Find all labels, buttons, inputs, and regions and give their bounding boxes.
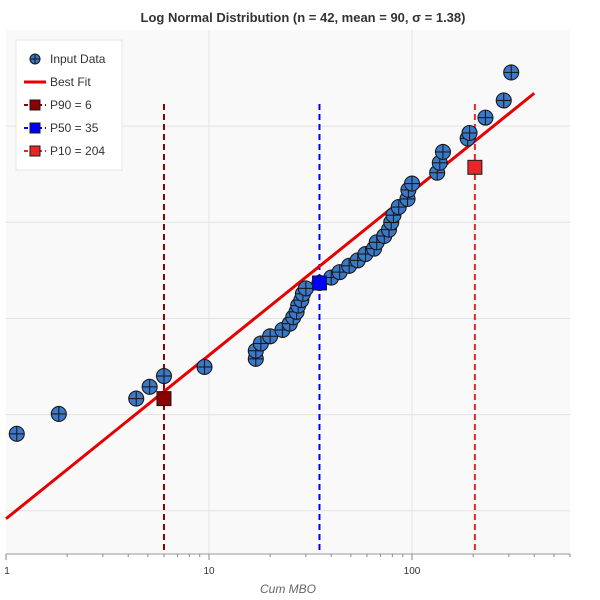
data-point	[503, 64, 520, 81]
marker-p50	[311, 275, 327, 291]
chart-title: Log Normal Distribution (n = 42, mean = …	[141, 10, 466, 25]
legend-square	[29, 99, 41, 111]
legend: Input Data Best Fit P90 = 6 P50 = 35 P10…	[15, 39, 123, 171]
legend-label-p90: P90 = 6	[50, 98, 92, 112]
data-point	[262, 328, 279, 345]
x-tick-labels: 1 10 100	[4, 566, 421, 577]
legend-label-input-data: Input Data	[50, 52, 106, 66]
legend-item-p50: P50 = 35	[24, 121, 99, 135]
legend-label-p50: P50 = 35	[50, 121, 99, 135]
legend-symbol-p10	[24, 145, 46, 157]
data-point	[128, 390, 145, 407]
legend-square	[29, 145, 41, 157]
percentile-markers	[156, 159, 483, 407]
legend-label-p10: P10 = 204	[50, 144, 105, 158]
input-data-points	[8, 64, 520, 442]
marker-p90	[156, 391, 172, 407]
data-point	[155, 367, 173, 385]
data-point	[461, 124, 478, 142]
data-point	[196, 358, 213, 376]
legend-label-best-fit: Best Fit	[50, 75, 91, 89]
data-point	[403, 175, 421, 192]
legend-item-p10: P10 = 204	[24, 144, 105, 158]
x-axis-label: Cum MBO	[260, 582, 316, 596]
data-point	[8, 425, 25, 442]
data-point	[434, 143, 451, 161]
x-tick-label: 1	[4, 566, 10, 577]
legend-symbol-p90	[24, 99, 46, 111]
data-point	[50, 405, 67, 423]
legend-square	[29, 122, 41, 134]
legend-item-input-data: Input Data	[29, 52, 106, 66]
legend-item-best-fit: Best Fit	[24, 75, 91, 89]
data-point	[495, 92, 512, 109]
legend-point	[29, 53, 41, 65]
marker-p10	[467, 159, 483, 175]
data-point	[331, 264, 348, 281]
data-point	[297, 280, 314, 297]
legend-symbol-p50	[24, 122, 46, 134]
data-point	[477, 109, 494, 126]
percentile-lines	[162, 104, 476, 554]
x-tick-label: 10	[203, 566, 215, 577]
x-tick-label: 100	[404, 566, 421, 577]
x-ticks	[5, 554, 571, 560]
legend-symbol-input-data	[29, 53, 41, 65]
legend-item-p90: P90 = 6	[24, 98, 92, 112]
data-point	[141, 378, 158, 395]
